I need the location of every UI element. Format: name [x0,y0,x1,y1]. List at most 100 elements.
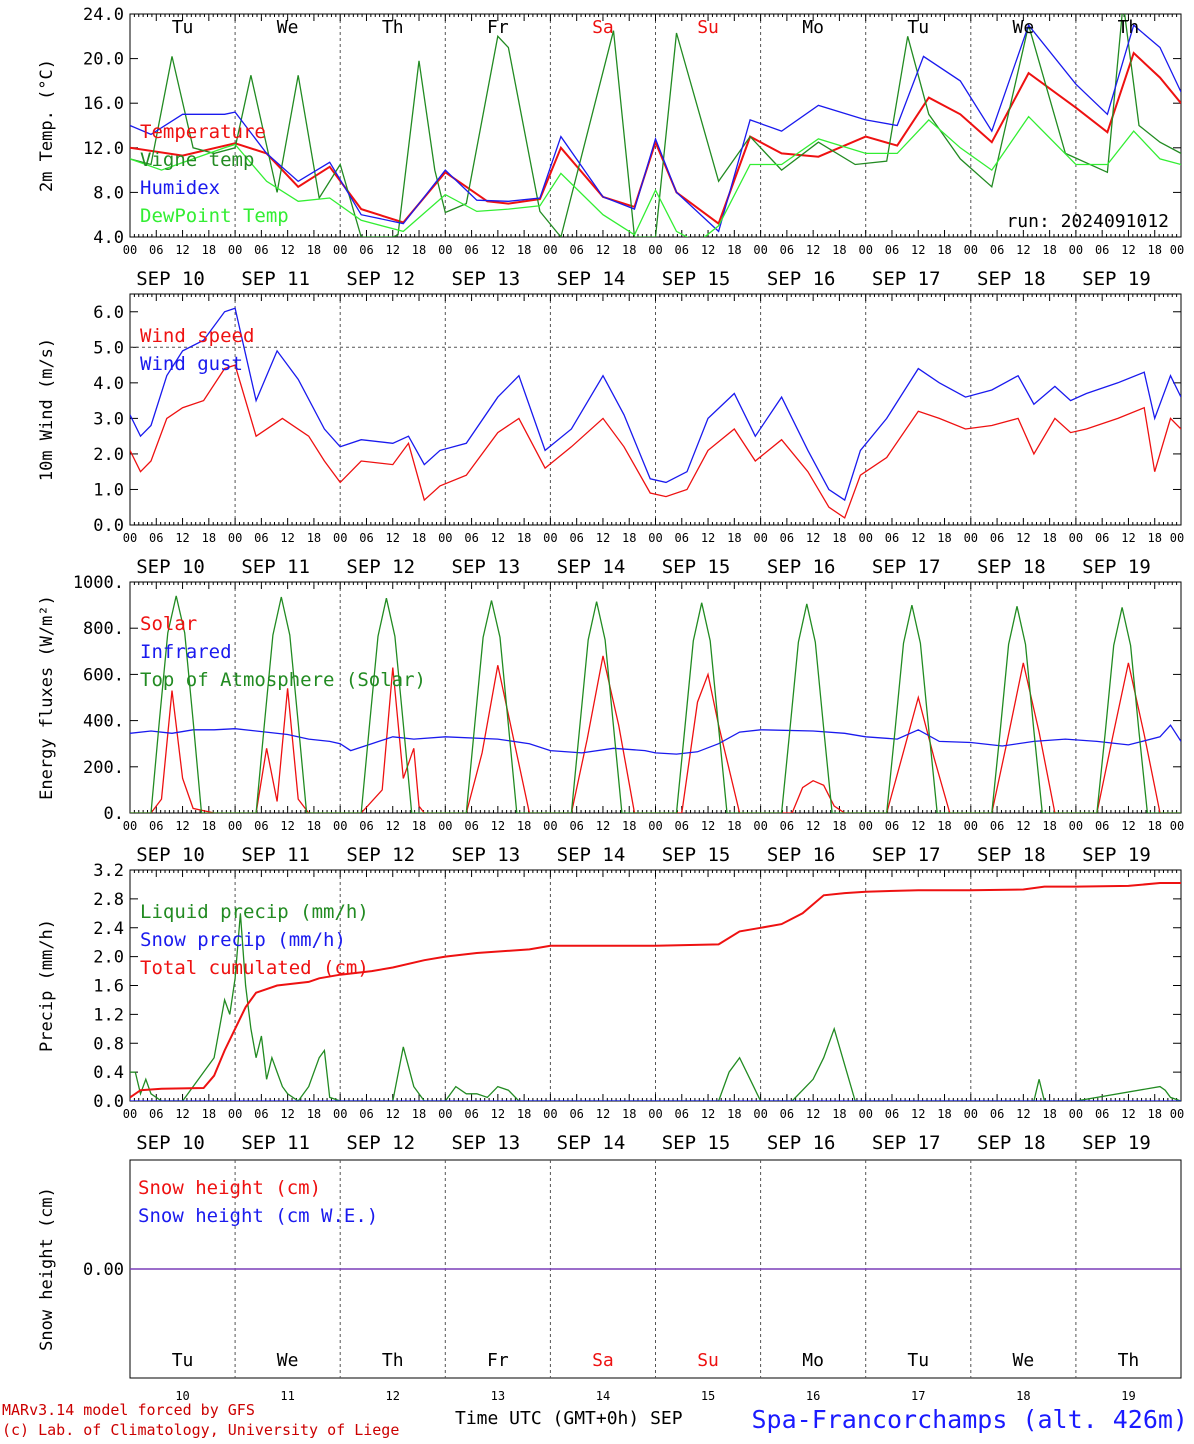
hour-label: 18 [1147,243,1161,257]
series-group [130,882,1181,1101]
hour-label: 06 [885,819,899,833]
day-number: 16 [806,1389,820,1403]
hour-label: 06 [675,1107,689,1121]
y-tick-label: 20.0 [83,50,124,70]
day-label: Th [1118,17,1140,38]
day-label: We [277,17,299,38]
hour-label: 00 [123,1107,137,1121]
y-tick-label: 4.0 [93,228,124,248]
hour-label: 06 [990,1107,1004,1121]
hour-label: 18 [202,819,216,833]
day-number: 10 [175,1389,189,1403]
legend-entry: DewPoint Temp [140,205,289,227]
hour-label: 12 [491,243,505,257]
series-line [130,14,1181,237]
hour-label: 12 [280,531,294,545]
hour-label: 06 [149,819,163,833]
hour-label: 06 [254,531,268,545]
hour-label: 12 [806,819,820,833]
series-line [130,115,1181,237]
hour-label: 12 [1016,243,1030,257]
hour-label: 06 [464,819,478,833]
date-label: SEP 15 [662,268,731,290]
hour-label: 06 [464,531,478,545]
date-label: SEP 10 [136,556,205,578]
hour-label: 06 [1095,243,1109,257]
hour-label: 12 [596,531,610,545]
day-label: Sa [592,1350,614,1371]
hour-label: 18 [622,531,636,545]
y-tick-label: 0.00 [83,1260,124,1280]
hour-label: 18 [1147,531,1161,545]
hour-label: 06 [1095,819,1109,833]
legend-entry: Snow height (cm) [138,1177,321,1199]
hour-label: 18 [937,531,951,545]
hour-label: 06 [359,243,373,257]
day-label: Th [382,1350,404,1371]
hour-label: 06 [464,1107,478,1121]
hour-label: 18 [202,243,216,257]
hour-label: 12 [175,1107,189,1121]
hour-label: 06 [780,531,794,545]
hour-label: 06 [990,243,1004,257]
date-label: SEP 17 [872,844,941,866]
hour-label: 18 [517,819,531,833]
hour-label: 00 [228,243,242,257]
hour-label: 12 [911,1107,925,1121]
date-label: SEP 16 [767,556,836,578]
hour-label: 12 [280,243,294,257]
y-tick-label: 16.0 [83,94,124,114]
series-group [130,595,1181,813]
day-label: Su [697,1350,719,1371]
hour-label: 00 [543,1107,557,1121]
hour-label: 00 [1170,819,1184,833]
day-label: We [1013,17,1035,38]
y-axis-label: Snow height (cm) [37,1187,57,1351]
legend-entry: Snow precip (mm/h) [140,929,346,951]
hour-label: 18 [517,531,531,545]
hour-label: 00 [438,531,452,545]
hour-label: 06 [990,819,1004,833]
y-tick-label: 5.0 [93,338,124,358]
hour-label: 06 [254,243,268,257]
hour-label: 00 [964,243,978,257]
day-number: 17 [911,1389,925,1403]
date-label: SEP 10 [136,844,205,866]
y-tick-label: 1.0 [93,480,124,500]
date-label: SEP 13 [452,1132,521,1154]
series-group [130,14,1181,237]
hour-label: 00 [1069,243,1083,257]
day-number: 13 [491,1389,505,1403]
hour-label: 06 [675,819,689,833]
day-label: Mo [802,17,824,38]
day-number: 11 [280,1389,294,1403]
date-label: SEP 12 [346,844,415,866]
date-label: SEP 17 [872,556,941,578]
hour-label: 12 [175,531,189,545]
legend-entry: Temperature [140,121,266,143]
hour-label: 18 [307,819,321,833]
date-label: SEP 16 [767,1132,836,1154]
hour-label: 12 [911,531,925,545]
day-label: We [1013,1350,1035,1371]
hour-label: 00 [964,531,978,545]
hour-label: 18 [727,243,741,257]
y-tick-label: 0.0 [93,1092,124,1112]
series-line [130,23,1181,233]
date-label: SEP 19 [1082,268,1151,290]
y-tick-label: 8.0 [93,183,124,203]
hour-label: 00 [753,243,767,257]
hour-label: 12 [596,1107,610,1121]
series-line [130,913,1181,1101]
y-axis-label: 2m Temp. (°C) [37,59,57,192]
date-label: SEP 19 [1082,556,1151,578]
hour-label: 18 [202,531,216,545]
hour-label: 00 [648,1107,662,1121]
date-label: SEP 15 [662,1132,731,1154]
series-line [130,307,1181,502]
hour-label: 18 [307,1107,321,1121]
hour-label: 06 [780,1107,794,1121]
hour-label: 18 [307,531,321,545]
date-label: SEP 11 [241,1132,310,1154]
